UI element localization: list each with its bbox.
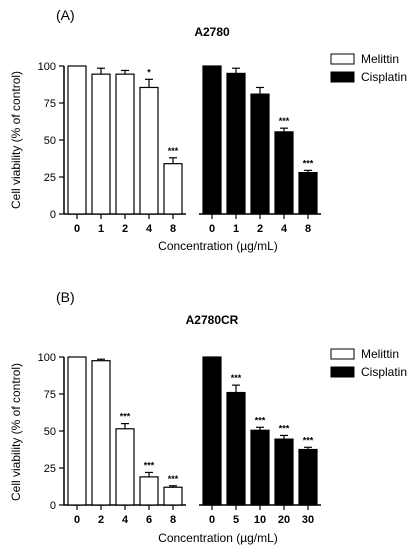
x-tick-label: 0 <box>209 223 215 235</box>
significance-label: *** <box>303 158 314 168</box>
significance-label: *** <box>279 423 290 433</box>
x-axis-label: Concentration (µg/mL) <box>158 239 278 253</box>
x-tick-label: 30 <box>302 514 314 526</box>
bar <box>139 476 159 506</box>
bar <box>139 86 159 215</box>
x-tick-label: 4 <box>122 514 129 526</box>
legend-swatch-melittin <box>330 348 355 360</box>
significance-label: *** <box>168 146 179 156</box>
legend-label-cisplatin: Cisplatin <box>361 365 407 379</box>
bar <box>202 356 222 506</box>
bar <box>115 73 135 215</box>
significance-label: *** <box>144 460 155 470</box>
chart-marks: 0 25 50 75 100 0 1 2 * 4 *** 8 0 1 2 *** 4 *** 8 <box>38 61 321 235</box>
x-tick-label: 0 <box>74 223 80 235</box>
legend-swatch-cisplatin <box>330 366 355 378</box>
panel-label: (A) <box>56 7 75 23</box>
y-tick-label: 25 <box>44 172 56 184</box>
x-tick-label: 5 <box>233 514 239 526</box>
x-tick-label: 8 <box>170 223 176 235</box>
y-tick-label: 100 <box>38 61 56 73</box>
bar <box>163 163 183 215</box>
significance-label: *** <box>168 474 179 484</box>
legend-swatch-melittin <box>330 53 355 65</box>
x-tick-label: 4 <box>146 223 153 235</box>
significance-label: *** <box>303 435 314 445</box>
significance-label: * <box>147 67 151 77</box>
x-tick-label: 2 <box>122 223 128 235</box>
legend-label-cisplatin: Cisplatin <box>361 70 407 84</box>
bar <box>67 356 87 506</box>
y-tick-label: 25 <box>44 463 56 475</box>
legend: Melittin Cisplatin <box>330 347 407 379</box>
y-tick-label: 0 <box>50 500 56 512</box>
x-tick-label: 0 <box>74 514 80 526</box>
panel-label: (B) <box>56 289 75 305</box>
x-tick-label: 10 <box>254 514 266 526</box>
bar <box>250 429 270 506</box>
x-tick-label: 4 <box>281 223 288 235</box>
significance-label: *** <box>120 412 131 422</box>
x-tick-label: 0 <box>209 514 215 526</box>
bar <box>91 73 111 215</box>
y-tick-label: 75 <box>44 389 56 401</box>
bar <box>202 65 222 215</box>
significance-label: *** <box>255 415 266 425</box>
panel-a: (A) A2780 Cell viability (% of control) … <box>9 7 407 253</box>
chart-title: A2780 <box>194 25 230 39</box>
bar <box>250 93 270 215</box>
x-tick-label: 6 <box>146 514 152 526</box>
bar <box>274 131 294 215</box>
x-tick-label: 1 <box>233 223 239 235</box>
chart-title: A2780CR <box>186 313 239 327</box>
y-tick-label: 100 <box>38 352 56 364</box>
x-tick-label: 2 <box>98 514 104 526</box>
panel-b: (B) A2780CR Cell viability (% of control… <box>9 289 407 545</box>
x-axis-label: Concentration (µg/mL) <box>158 531 278 545</box>
x-tick-label: 1 <box>98 223 104 235</box>
y-tick-label: 0 <box>50 209 56 221</box>
y-tick-label: 50 <box>44 426 56 438</box>
x-tick-label: 8 <box>170 514 176 526</box>
y-tick-label: 75 <box>44 98 56 110</box>
x-tick-label: 8 <box>305 223 311 235</box>
legend: Melittin Cisplatin <box>330 52 407 84</box>
legend-swatch-cisplatin <box>330 71 355 83</box>
chart-marks: 0 25 50 75 100 0 2 *** 4 *** 6 *** 8 0 *** 5 *** 10 *** 20 *… <box>38 352 321 526</box>
y-axis-label: Cell viability (% of control) <box>9 71 23 209</box>
bar <box>226 72 246 215</box>
legend-label-melittin: Melittin <box>361 347 399 361</box>
bar <box>226 391 246 506</box>
bar <box>91 360 111 506</box>
bar <box>115 428 135 506</box>
bar <box>274 438 294 506</box>
bar <box>67 65 87 215</box>
bar <box>298 448 318 506</box>
legend-label-melittin: Melittin <box>361 52 399 66</box>
significance-label: *** <box>279 116 290 126</box>
significance-label: *** <box>231 373 242 383</box>
y-axis-label: Cell viability (% of control) <box>9 363 23 501</box>
x-tick-label: 20 <box>278 514 290 526</box>
bar <box>298 171 318 215</box>
y-tick-label: 50 <box>44 135 56 147</box>
bar <box>163 486 183 506</box>
x-tick-label: 2 <box>257 223 263 235</box>
